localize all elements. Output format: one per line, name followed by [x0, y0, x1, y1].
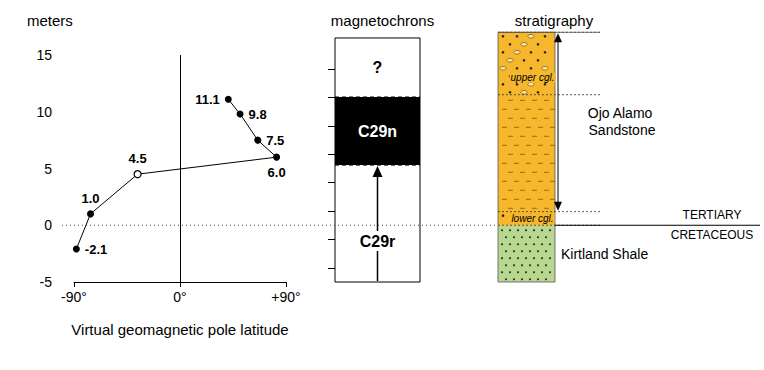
svg-text:15: 15 — [36, 47, 52, 63]
svg-text:stratigraphy: stratigraphy — [515, 12, 594, 29]
svg-text:11.1: 11.1 — [195, 92, 220, 107]
svg-text:CRETACEOUS: CRETACEOUS — [671, 228, 753, 242]
svg-text:?: ? — [373, 59, 383, 76]
svg-text:6.0: 6.0 — [268, 165, 286, 180]
svg-text:-5: -5 — [40, 274, 53, 290]
svg-text:0: 0 — [44, 217, 52, 233]
svg-text:-90°: -90° — [61, 289, 87, 305]
svg-text:C29n: C29n — [358, 123, 397, 140]
svg-text:7.5: 7.5 — [266, 133, 284, 148]
svg-text:4.5: 4.5 — [129, 151, 147, 166]
svg-text:-2.1: -2.1 — [85, 242, 107, 257]
svg-text:+90°: +90° — [271, 289, 300, 305]
svg-text:Kirtland Shale: Kirtland Shale — [561, 246, 648, 262]
svg-text:10: 10 — [36, 104, 52, 120]
svg-text:1.0: 1.0 — [81, 191, 99, 206]
svg-text:C29r: C29r — [360, 233, 396, 250]
svg-text:0°: 0° — [173, 289, 186, 305]
svg-text:5: 5 — [44, 161, 52, 177]
svg-text:Sandstone: Sandstone — [589, 122, 656, 138]
svg-text:TERTIARY: TERTIARY — [683, 208, 742, 222]
svg-text:9.8: 9.8 — [249, 107, 267, 122]
svg-text:lower cgl.: lower cgl. — [511, 213, 553, 224]
svg-text:upper cgl.: upper cgl. — [511, 72, 555, 83]
svg-text:magnetochrons: magnetochrons — [331, 12, 434, 29]
svg-text:meters: meters — [27, 12, 73, 29]
svg-text:Ojo Alamo: Ojo Alamo — [588, 105, 656, 121]
svg-text:Virtual geomagnetic pole latit: Virtual geomagnetic pole latitude — [71, 321, 288, 338]
